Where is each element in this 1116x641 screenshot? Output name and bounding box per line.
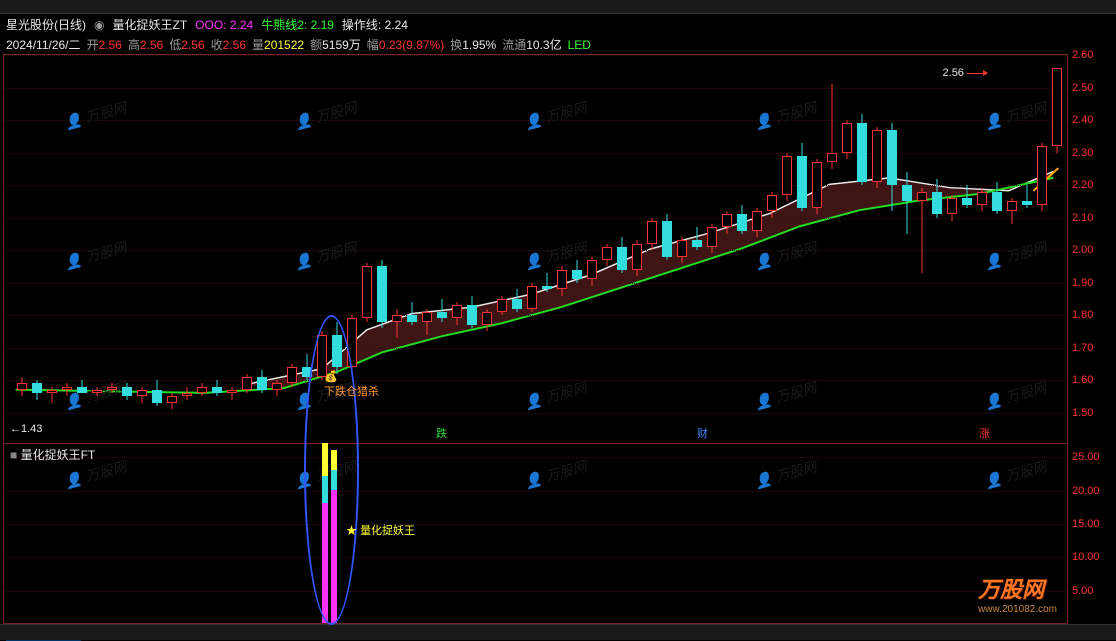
arrow-right-icon [967, 73, 987, 74]
check-icon: ◉ [94, 18, 104, 32]
y-tick-label: 1.90 [1072, 277, 1093, 289]
bullbear-label: 牛熊线2: [261, 18, 307, 32]
chart-title-row: 星光股份(日线) ◉ 量化捉妖王ZT OOO: 2.24 牛熊线2: 2.19 … [0, 14, 1116, 35]
stat-amt: 5159万 [322, 38, 361, 52]
moneybag-icon: 💰 [324, 371, 338, 383]
indicator-bar [331, 490, 337, 623]
main-candlestick-chart[interactable]: 1.501.601.701.801.902.002.102.202.302.40… [3, 54, 1068, 444]
stat-date: 2024/11/26/二 [6, 36, 81, 53]
watermark-text: 👤 万股网 [292, 97, 358, 133]
stat-chg: 0.23(9.87%) [379, 38, 444, 52]
star-annotation: ★ 量化捉妖王 [346, 522, 415, 538]
high-price-label: 2.56 [943, 67, 987, 79]
watermark-logo: 万股网 www.201082.com [978, 572, 1057, 615]
y-tick-label: 2.50 [1072, 82, 1093, 94]
top-nav-bar [0, 0, 1116, 14]
sub-y-tick-label: 20.00 [1072, 485, 1100, 497]
y-tick-label: 1.50 [1072, 407, 1093, 419]
bullbear-value: 2.19 [311, 18, 334, 32]
ooo-value: 2.24 [230, 18, 253, 32]
watermark-text: 👤 万股网 [62, 237, 128, 273]
bottom-nav-bar [0, 624, 1116, 640]
sub-indicator-chart[interactable]: ■ 量化捉妖王FT 5.0010.0015.0020.0025.00 ★ 量化捉… [3, 444, 1068, 624]
main-y-axis: 1.50 1.60 1.70 1.80 1.90 2.00 2.10 2.20 2.30 2.40… [1070, 55, 1115, 443]
watermark-text: 👤 万股网 [522, 456, 588, 492]
y-tick-label: 2.30 [1072, 147, 1093, 159]
sub-y-tick-label: 5.00 [1072, 585, 1093, 597]
char-tag: 跌 [436, 425, 447, 441]
stat-tag: LED [568, 38, 591, 52]
sub-y-tick-label: 25.00 [1072, 451, 1100, 463]
y-tick-label: 2.00 [1072, 244, 1093, 256]
watermark-text: 👤 万股网 [752, 377, 818, 413]
watermark-text: 👤 万股网 [292, 237, 358, 273]
y-tick-label: 1.80 [1072, 309, 1093, 321]
watermark-text: 👤 万股网 [62, 97, 128, 133]
sub-y-axis: 5.00 10.00 15.00 20.00 25.00 [1070, 444, 1115, 623]
indicator-bar [322, 503, 328, 623]
y-tick-label: 2.40 [1072, 114, 1093, 126]
stat-high: 2.56 [140, 38, 163, 52]
stat-turn: 1.95% [462, 38, 496, 52]
watermark-text: 👤 万股网 [752, 237, 818, 273]
chart-overlay-svg [4, 55, 1067, 443]
indicator-name: 量化捉妖王ZT [112, 16, 187, 33]
star-icon: ★ [346, 525, 357, 537]
stats-row: 2024/11/26/二 开2.56 高2.56 低2.56 收2.56 量20… [0, 35, 1116, 54]
watermark-text: 👤 万股网 [522, 237, 588, 273]
sub-y-tick-label: 10.00 [1072, 551, 1100, 563]
op-label: 操作线: [342, 18, 381, 32]
ooo-label: OOO: [195, 18, 226, 32]
low-price-label: ←1.43 [10, 423, 42, 435]
y-tick-label: 2.20 [1072, 179, 1093, 191]
stock-name: 星光股份(日线) [6, 16, 86, 33]
watermark-text: 👤 万股网 [752, 456, 818, 492]
watermark-text: 👤 万股网 [982, 377, 1048, 413]
stat-float: 10.3亿 [526, 38, 561, 52]
sub-chart-title: ■ 量化捉妖王FT [10, 446, 95, 463]
y-tick-label: 2.10 [1072, 212, 1093, 224]
char-tag: 财 [697, 425, 708, 441]
char-tag: 涨 [979, 425, 990, 441]
watermark-text: 👤 万股网 [522, 377, 588, 413]
watermark-text: 👤 万股网 [982, 237, 1048, 273]
stat-vol: 201522 [264, 38, 304, 52]
moneybag-annotation: 💰 下跌仓猎杀 [324, 370, 379, 399]
stat-low: 2.56 [181, 38, 204, 52]
stat-open: 2.56 [99, 38, 122, 52]
y-tick-label: 1.70 [1072, 342, 1093, 354]
op-value: 2.24 [385, 18, 408, 32]
watermark-text: 👤 万股网 [982, 97, 1048, 133]
stat-close: 2.56 [223, 38, 246, 52]
y-tick-label: 1.60 [1072, 374, 1093, 386]
sub-y-tick-label: 15.00 [1072, 518, 1100, 530]
y-tick-label: 2.60 [1072, 49, 1093, 61]
watermark-text: 👤 万股网 [522, 97, 588, 133]
watermark-text: 👤 万股网 [982, 456, 1048, 492]
annotation-text: 下跌仓猎杀 [324, 386, 379, 398]
watermark-text: 👤 万股网 [752, 97, 818, 133]
